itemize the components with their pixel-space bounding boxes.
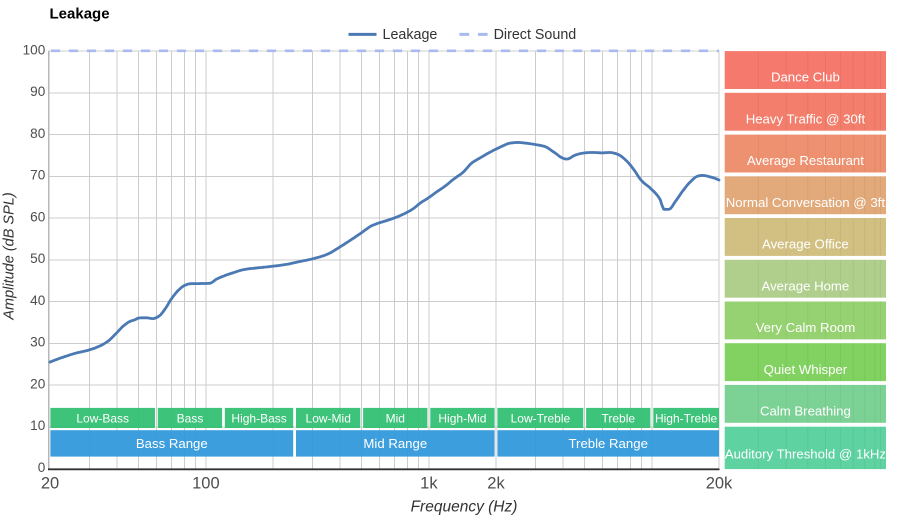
svg-text:50: 50 bbox=[30, 251, 46, 266]
svg-text:10: 10 bbox=[30, 418, 46, 433]
svg-text:20: 20 bbox=[41, 475, 59, 493]
svg-text:Bass: Bass bbox=[177, 411, 204, 425]
svg-text:40: 40 bbox=[30, 293, 46, 308]
svg-text:70: 70 bbox=[30, 168, 46, 183]
svg-text:Treble: Treble bbox=[602, 411, 636, 425]
svg-text:Dance Club: Dance Club bbox=[771, 70, 840, 85]
svg-text:Average Home: Average Home bbox=[762, 278, 850, 293]
svg-text:0: 0 bbox=[38, 460, 46, 475]
svg-text:Heavy Traffic @ 30ft: Heavy Traffic @ 30ft bbox=[746, 111, 866, 126]
svg-text:1k: 1k bbox=[420, 475, 438, 493]
svg-text:Normal Conversation @ 3ft: Normal Conversation @ 3ft bbox=[726, 195, 886, 210]
svg-text:High-Bass: High-Bass bbox=[231, 411, 286, 425]
svg-text:Low-Bass: Low-Bass bbox=[76, 411, 129, 425]
svg-text:High-Treble: High-Treble bbox=[655, 411, 718, 425]
svg-text:High-Mid: High-Mid bbox=[438, 411, 486, 425]
svg-text:Auditory Threshold @ 1kHz: Auditory Threshold @ 1kHz bbox=[725, 447, 886, 462]
svg-text:80: 80 bbox=[30, 126, 46, 141]
svg-text:Direct Sound: Direct Sound bbox=[494, 27, 577, 43]
svg-text:30: 30 bbox=[30, 335, 46, 350]
svg-text:60: 60 bbox=[30, 209, 46, 224]
svg-text:2k: 2k bbox=[487, 475, 505, 493]
svg-text:90: 90 bbox=[30, 84, 46, 99]
svg-text:Leakage: Leakage bbox=[383, 27, 438, 43]
svg-text:Frequency (Hz): Frequency (Hz) bbox=[411, 499, 518, 516]
svg-text:Very Calm Room: Very Calm Room bbox=[756, 320, 856, 335]
svg-text:Treble Range: Treble Range bbox=[568, 436, 647, 451]
svg-text:Leakage: Leakage bbox=[50, 5, 110, 22]
svg-text:Quiet Whisper: Quiet Whisper bbox=[764, 362, 848, 377]
svg-text:Average Office: Average Office bbox=[762, 237, 849, 252]
svg-text:Mid: Mid bbox=[386, 411, 405, 425]
svg-text:Low-Mid: Low-Mid bbox=[306, 411, 351, 425]
svg-text:Low-Treble: Low-Treble bbox=[511, 411, 571, 425]
svg-text:20: 20 bbox=[30, 376, 46, 391]
svg-text:100: 100 bbox=[192, 475, 220, 493]
svg-text:Average Restaurant: Average Restaurant bbox=[747, 153, 864, 168]
svg-text:Bass Range: Bass Range bbox=[136, 436, 208, 451]
svg-text:Mid Range: Mid Range bbox=[363, 436, 427, 451]
svg-text:20k: 20k bbox=[706, 475, 733, 493]
svg-text:Calm Breathing: Calm Breathing bbox=[760, 404, 851, 419]
svg-text:100: 100 bbox=[23, 42, 46, 57]
svg-text:Amplitude (dB SPL): Amplitude (dB SPL) bbox=[2, 192, 18, 320]
